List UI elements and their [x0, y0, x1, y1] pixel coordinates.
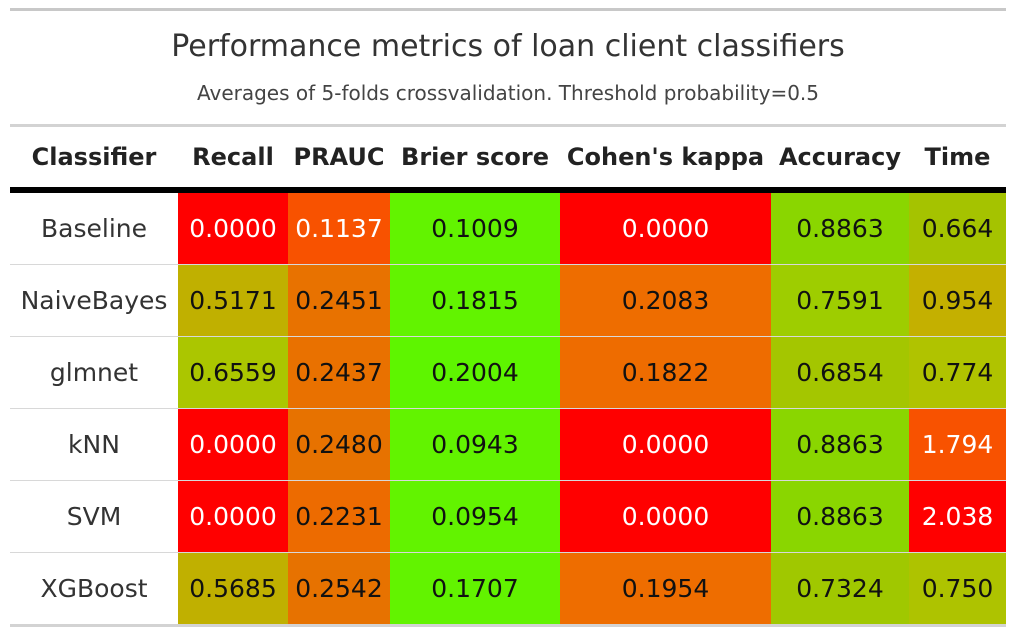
cell-cohens-kappa: 0.1822	[560, 336, 771, 409]
chart-subtitle: Averages of 5-folds crossvalidation. Thr…	[196, 81, 820, 105]
table-row: NaiveBayes 0.5171 0.2451 0.1815 0.2083 0.7591…	[10, 264, 1006, 337]
cell-time: 0.750	[909, 552, 1006, 626]
cell-prauc: 0.2231	[288, 480, 390, 553]
cell-accuracy: 0.6854	[771, 336, 909, 409]
classifier-name-cell: XGBoost	[10, 552, 178, 626]
cell-recall: 0.6559	[178, 336, 288, 409]
cell-accuracy: 0.8863	[771, 190, 909, 265]
table-row: XGBoost 0.5685 0.2542 0.1707 0.1954 0.7324 0.7…	[10, 552, 1006, 626]
cell-cohens-kappa: 0.1954	[560, 552, 771, 626]
cell-recall: 0.5171	[178, 264, 288, 337]
cell-recall: 0.0000	[178, 408, 288, 481]
cell-brier-score: 0.1009	[390, 190, 560, 265]
cell-cohens-kappa: 0.0000	[560, 480, 771, 553]
cell-prauc: 0.2437	[288, 336, 390, 409]
cell-recall: 0.5685	[178, 552, 288, 626]
cell-brier-score: 0.2004	[390, 336, 560, 409]
classifier-name-cell: NaiveBayes	[10, 264, 178, 337]
cell-brier-score: 0.1707	[390, 552, 560, 626]
chart-container: Performance metrics of loan client class…	[10, 8, 1006, 627]
cell-accuracy: 0.8863	[771, 480, 909, 553]
chart-title: Performance metrics of loan client class…	[171, 28, 845, 64]
header-time: Time	[924, 143, 991, 171]
metrics-table: Classifier Recall PRAUC Brier score Cohe…	[10, 127, 1006, 627]
table-row: glmnet 0.6559 0.2437 0.2004 0.1822 0.6854 0.77…	[10, 336, 1006, 409]
cell-prauc: 0.2542	[288, 552, 390, 626]
header-prauc: PRAUC	[293, 143, 385, 171]
table-row: Baseline 0.0000 0.1137 0.1009 0.0000 0.8863 0.…	[10, 190, 1006, 265]
header-accuracy: Accuracy	[778, 143, 901, 171]
cell-recall: 0.0000	[178, 190, 288, 265]
table-body: Baseline 0.0000 0.1137 0.1009 0.0000 0.8863 0.…	[10, 190, 1006, 626]
cell-recall: 0.0000	[178, 480, 288, 553]
header-classifier: Classifier	[31, 143, 157, 171]
cell-prauc: 0.2451	[288, 264, 390, 337]
table-header-row: Classifier Recall PRAUC Brier score Cohe…	[10, 127, 1006, 190]
classifier-name-cell: kNN	[10, 408, 178, 481]
cell-accuracy: 0.8863	[771, 408, 909, 481]
cell-cohens-kappa: 0.0000	[560, 408, 771, 481]
cell-time: 1.794	[909, 408, 1006, 481]
cell-time: 2.038	[909, 480, 1006, 553]
table-row: SVM 0.0000 0.2231 0.0954 0.0000 0.8863 2.038	[10, 480, 1006, 553]
cell-accuracy: 0.7591	[771, 264, 909, 337]
table-row: kNN 0.0000 0.2480 0.0943 0.0000 0.8863 1.794	[10, 408, 1006, 481]
cell-brier-score: 0.0954	[390, 480, 560, 553]
cell-brier-score: 0.0943	[390, 408, 560, 481]
header-rule	[10, 124, 1006, 127]
cell-cohens-kappa: 0.0000	[560, 190, 771, 265]
cell-accuracy: 0.7324	[771, 552, 909, 626]
header-recall: Recall	[192, 143, 274, 171]
cell-brier-score: 0.1815	[390, 264, 560, 337]
cell-time: 0.664	[909, 190, 1006, 265]
top-rule	[10, 8, 1006, 11]
classifier-name-cell: SVM	[10, 480, 178, 553]
cell-time: 0.954	[909, 264, 1006, 337]
cell-prauc: 0.2480	[288, 408, 390, 481]
cell-time: 0.774	[909, 336, 1006, 409]
header-brier-score: Brier score	[401, 143, 549, 171]
cell-prauc: 0.1137	[288, 190, 390, 265]
header-cohens-kappa: Cohen's kappa	[566, 143, 765, 171]
classifier-name-cell: Baseline	[10, 190, 178, 265]
classifier-name-cell: glmnet	[10, 336, 178, 409]
cell-cohens-kappa: 0.2083	[560, 264, 771, 337]
